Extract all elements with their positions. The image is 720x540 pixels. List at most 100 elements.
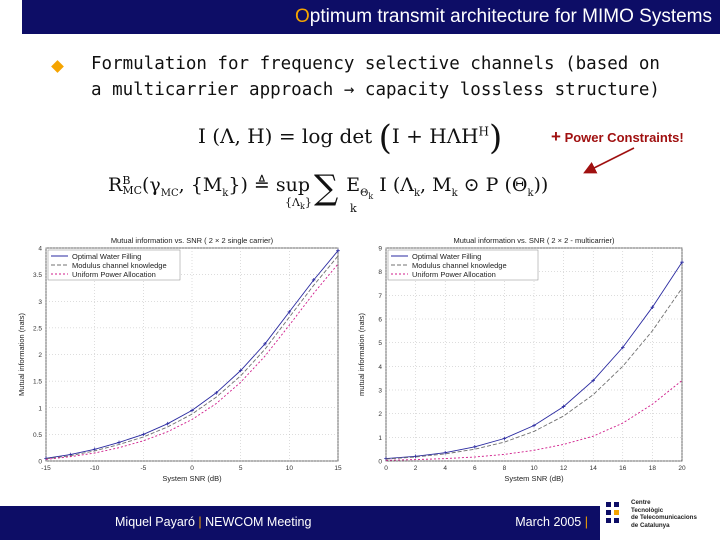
y-tick-label: 3 [38,299,42,306]
footer-meeting: NEWCOM Meeting [205,515,312,529]
eq2-body2-sub: k [413,187,421,199]
y-tick-label: 8 [378,269,382,276]
eq2-body: E [346,174,361,196]
series-line-2 [45,255,339,460]
footer-date-text: March 2005 [515,515,582,529]
bullet-line-2: a multicarrier approach → capacity lossl… [91,80,660,100]
x-tick-label: 2 [414,465,418,472]
logo-line-2: Tecnològic [631,506,664,514]
footer-separator-2: | [584,515,588,529]
data-point-marker [190,408,194,413]
x-axis-label: System SNR (dB) [504,474,564,483]
y-tick-label: 3 [378,388,382,395]
power-constraints-note: + Power Constraints! [551,127,684,147]
y-tick-label: 1 [378,435,382,442]
series-line-3 [385,380,683,461]
x-tick-label: 0 [384,465,388,472]
y-tick-label: 0 [38,459,42,466]
x-tick-label: -10 [90,465,100,472]
data-point-marker [238,368,243,373]
legend-label-3: Uniform Power Allocation [412,270,496,279]
logo-line-1: Centre [631,499,651,506]
cttc-logo-icon [606,502,619,523]
eq2-body-sub: Θk [360,187,374,201]
x-tick-label: 10 [530,465,538,472]
data-point-marker [532,423,536,428]
series-line-3 [45,263,339,460]
series-line-2 [385,287,683,460]
x-tick-label: 10 [286,465,294,472]
y-tick-label: 6 [378,317,382,324]
y-tick-label: 9 [378,246,382,253]
logo-line-4: de Catalunya [631,522,670,530]
chart-single-carrier: -15 -10 -5 0 5 10 15 0 0.5 1 1.5 2 2.5 3 3.5 4 Mutual in… [18,236,342,483]
data-point-marker [214,391,219,395]
x-tick-label: -15 [41,465,51,472]
bullet-text: Formulation for frequency selective chan… [91,51,691,103]
equation-rate-definition: R B MC (γMC, {Mk}) ≜ sup ∑ EΘk I (Λk, Mk ⊙ P … [108,168,549,215]
bullet-diamond-icon [51,60,64,73]
data-point-marker [473,445,477,449]
eq2-body-sub-sub: k [368,191,374,201]
eq2-args3: }) ≜ sup [228,174,311,196]
eq2-lhs-sub: MC [122,184,142,197]
y-tick-label: 3.5 [33,272,42,279]
data-point-marker [502,436,507,441]
eq2-args-sub: MC [160,187,179,199]
legend-label-1: Optimal Water Filling [412,252,481,261]
data-point-marker [165,421,170,426]
legend-label-2: Modulus channel knowledge [412,261,507,270]
data-point-marker [591,378,595,383]
y-axis-label: Mutual information (nats) [18,313,26,396]
cttc-logo-text: Centre Tecnològic de Telecomunicacions d… [631,499,719,530]
eq2-body3: , M [420,174,452,196]
x-axis-label: System SNR (dB) [162,474,222,483]
eq2-args2-sub: k [222,187,229,199]
eq2-lhs: R [108,174,123,196]
x-tick-label: 6 [473,465,477,472]
data-point-marker [413,454,418,459]
equation-mutual-information: I (Λ, H) = log det (I + HΛHH) [198,118,502,158]
eq2-sum-subscript: k [350,202,357,215]
x-tick-label: 20 [678,465,686,472]
x-tick-label: 16 [619,465,627,472]
data-point-marker [443,450,447,455]
eq1-open-paren: ( [378,118,392,158]
eq2-args: (γ [142,174,161,196]
legend-box [387,249,539,281]
y-tick-label: 0.5 [33,432,42,439]
y-tick-label: 7 [378,293,382,300]
eq2-body5: )) [533,174,549,196]
data-point-marker [117,440,121,445]
y-tick-label: 2 [38,352,42,359]
eq2-sup-sub: {Λ [285,196,300,209]
x-tick-label: 0 [190,465,194,472]
slide-title-text: ptimum transmit architecture for MIMO Sy… [309,6,712,27]
y-tick-label: 0 [378,459,382,466]
data-point-marker [287,310,292,314]
x-tick-label: 12 [560,465,568,472]
eq1-close-paren: ) [489,118,503,158]
eq2-body-sub-main: Θ [360,187,369,199]
data-point-marker [311,278,316,282]
slide-title-initial: O [294,6,310,27]
y-tick-label: 1.5 [33,379,42,386]
eq2-body2: I (Λ [373,174,414,196]
power-constraints-text: Power Constraints! [564,130,684,145]
eq2-body4: ⊙ P (Θ [457,174,528,196]
data-point-marker [680,260,684,264]
legend-label-1: Optimal Water Filling [72,252,141,261]
legend-label-2: Modulus channel knowledge [72,261,167,270]
x-tick-label: -5 [140,465,146,472]
eq1-inner: I + HΛH [391,124,479,148]
eq1-sup: H [478,124,490,139]
eq2-body4-sub: k [527,187,534,199]
x-tick-label: 14 [590,465,598,472]
legend-box [47,249,181,281]
footer-date: March 2005 | [515,515,588,529]
y-tick-label: 4 [378,364,382,371]
footer-author: Miquel Payaró | NEWCOM Meeting [115,515,311,529]
eq2-sum: ∑ [314,168,339,208]
data-point-marker [263,342,267,346]
